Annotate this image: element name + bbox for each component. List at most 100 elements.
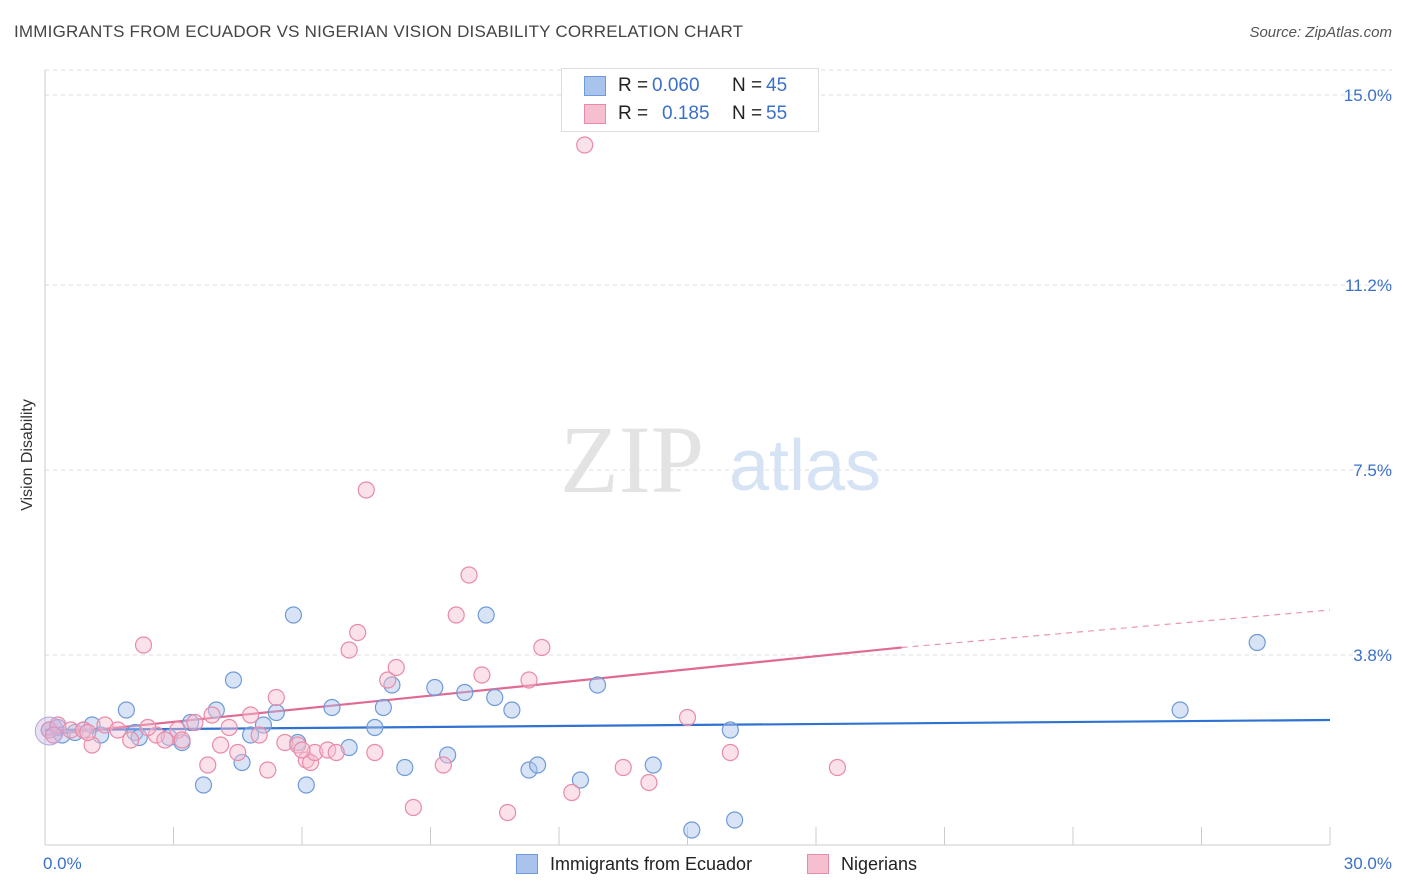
nigerian-point: [327, 743, 345, 762]
ecuador-point: [224, 671, 243, 689]
ecuador-point: [1248, 633, 1266, 652]
legend-swatch-nigerians: [807, 854, 829, 874]
nigerian-point: [79, 723, 97, 742]
ecuador-point: [374, 698, 392, 717]
chart-title: IMMIGRANTS FROM ECUADOR VS NIGERIAN VISI…: [14, 22, 744, 41]
ecuador-point: [456, 683, 474, 702]
nigerian-point: [259, 761, 277, 779]
nigerian-point: [139, 718, 157, 737]
legend-item-ecuador[interactable]: Immigrants from Ecuador: [516, 852, 752, 876]
nigerian-point: [340, 641, 358, 659]
ecuador-point: [182, 713, 200, 732]
nigerian-point: [447, 606, 465, 624]
x-tick-label: 30.0%: [1344, 854, 1392, 873]
ecuador-point: [439, 746, 457, 764]
x-tick-label: 0.0%: [43, 854, 82, 873]
ecuador-point: [267, 703, 285, 722]
nigerian-point: [499, 803, 517, 822]
ecuador-point: [721, 721, 739, 739]
axes: [44, 70, 1331, 846]
nigerian-point: [404, 798, 422, 817]
nigerian-point: [199, 756, 217, 774]
nigerian-point: [242, 706, 260, 724]
legend-label-ecuador: Immigrants from Ecuador: [550, 853, 753, 874]
nigerian-point: [44, 726, 63, 744]
watermark: ZIP atlas: [560, 406, 881, 513]
ecuador-point: [323, 698, 341, 717]
r-value: 0.060: [652, 75, 700, 96]
ecuador-point: [1171, 701, 1189, 719]
nigerian-point: [62, 721, 80, 739]
nigerian-point: [533, 638, 551, 657]
r-value: 0.185: [662, 103, 710, 124]
nigerians-swatch: [584, 104, 606, 124]
ecuador-point: [284, 606, 303, 624]
nigerian-point: [721, 743, 739, 762]
nigerian-point: [276, 733, 294, 752]
grid-lines: [45, 69, 1392, 656]
trend-line-extension: [901, 609, 1331, 649]
y-tick-label: 7.5%: [1353, 461, 1392, 480]
y-tick-label: 15.0%: [1344, 86, 1392, 105]
watermark-atlas: atlas: [729, 426, 881, 506]
nigerian-point: [460, 566, 478, 584]
nigerian-point: [520, 671, 538, 689]
correlation-stats-box: R = 0.060 N = 45 R = 0.185 N = 55: [561, 68, 819, 132]
ecuador-point: [571, 771, 590, 789]
y-axis-label: Vision Disability: [19, 399, 36, 511]
nigerian-point: [349, 623, 367, 642]
nigerian-point: [250, 726, 268, 744]
r-label: R =: [618, 75, 649, 96]
ecuador-point: [233, 753, 251, 772]
nigerian-point: [173, 731, 191, 749]
ecuador-point: [486, 688, 504, 707]
ecuador-point: [726, 811, 744, 829]
stats-row-nigerians: R = 0.185 N = 55: [584, 101, 787, 127]
y-tick-label: 11.2%: [1345, 276, 1392, 295]
nigerian-point: [49, 716, 67, 734]
nigerian-point: [293, 741, 311, 759]
ecuador-point: [366, 718, 384, 737]
ecuador-point: [503, 701, 521, 719]
tick-labels: 3.8% 7.5% 11.2% 15.0% 0.0% 30.0%: [43, 86, 1392, 873]
n-label: N =: [732, 75, 763, 96]
nigerian-point: [387, 658, 405, 677]
trend-line: [44, 646, 902, 737]
source-label: Source: ZipAtlas.com: [1249, 24, 1392, 41]
nigerian-point: [678, 708, 697, 727]
nigerian-point: [301, 753, 320, 772]
ecuador-point: [254, 716, 273, 734]
nigerian-point: [366, 743, 384, 762]
watermark-zip: ZIP: [560, 406, 704, 513]
legend-item-nigerians[interactable]: Nigerians: [807, 852, 917, 876]
cluster-point: [34, 716, 64, 746]
nigerian-point: [267, 688, 285, 707]
nigerian-point: [576, 136, 594, 154]
nigerian-point: [229, 743, 247, 762]
ecuador-point: [117, 701, 135, 719]
n-label: N =: [732, 103, 763, 124]
ecuador-point: [683, 821, 701, 839]
nigerian-point: [473, 666, 491, 684]
ecuador-point: [588, 676, 607, 694]
nigerian-point: [134, 636, 153, 654]
ecuador-point: [297, 776, 315, 794]
nigerian-point: [122, 731, 140, 749]
nigerian-point: [220, 718, 238, 737]
nigerian-point: [212, 736, 230, 754]
ecuador-point: [340, 738, 358, 757]
nigerian-point: [828, 758, 847, 777]
nigerian-point: [640, 773, 658, 792]
ecuador-point: [520, 761, 538, 779]
nigerian-point: [614, 758, 632, 777]
nigerian-point: [306, 743, 324, 762]
stats-row-ecuador: R = 0.060 N = 45: [584, 73, 787, 99]
nigerian-point: [563, 783, 581, 802]
y-tick-label: 3.8%: [1353, 646, 1392, 665]
nigerian-point: [169, 721, 187, 739]
nigerian-point: [203, 706, 221, 724]
ecuador-point: [477, 606, 495, 624]
nigerian-point: [434, 756, 452, 774]
ecuador-point: [396, 758, 414, 777]
n-value: 55: [766, 103, 788, 124]
